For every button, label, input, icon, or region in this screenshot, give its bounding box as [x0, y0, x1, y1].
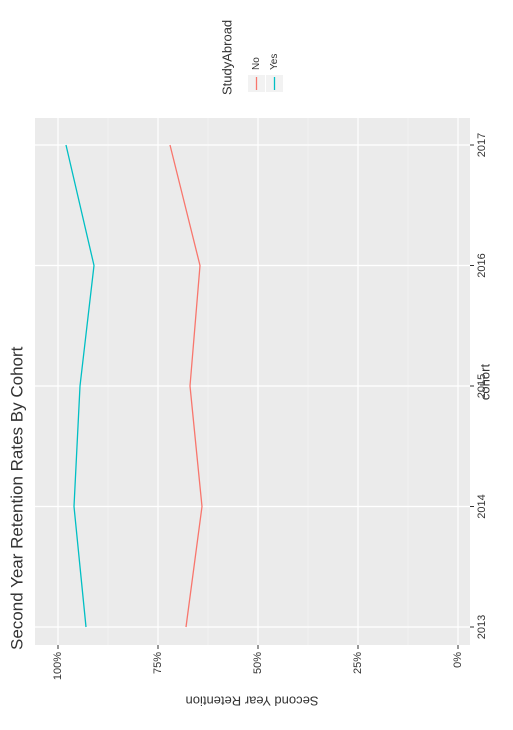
y-tick-label: 100%: [52, 652, 64, 680]
x-tick-label: 2013: [476, 615, 488, 639]
x-axis-title: cohort: [477, 364, 492, 401]
panel: [35, 118, 470, 645]
chart-title: Second Year Retention Rates By Cohort: [7, 346, 26, 650]
legend-label: No: [251, 57, 262, 70]
line-series: [169, 144, 203, 628]
x-tick-label: 2014: [476, 494, 488, 518]
y-tick-label: 0%: [452, 652, 464, 668]
x-tick-label: 2016: [476, 253, 488, 277]
x-tick-label: 2015: [476, 374, 488, 398]
y-tick-label: 75%: [152, 652, 164, 674]
x-tick-label: 2017: [476, 133, 488, 157]
line-series: [65, 144, 95, 628]
legend-label: Yes: [269, 54, 280, 70]
y-axis-title: Second Year Retention: [186, 694, 319, 709]
y-tick-label: 50%: [252, 652, 264, 674]
legend-title: StudyAbroad: [219, 20, 234, 95]
y-tick-label: 25%: [352, 652, 364, 674]
rotated-plot: Second Year Retention Rates By Cohort co…: [7, 20, 492, 709]
